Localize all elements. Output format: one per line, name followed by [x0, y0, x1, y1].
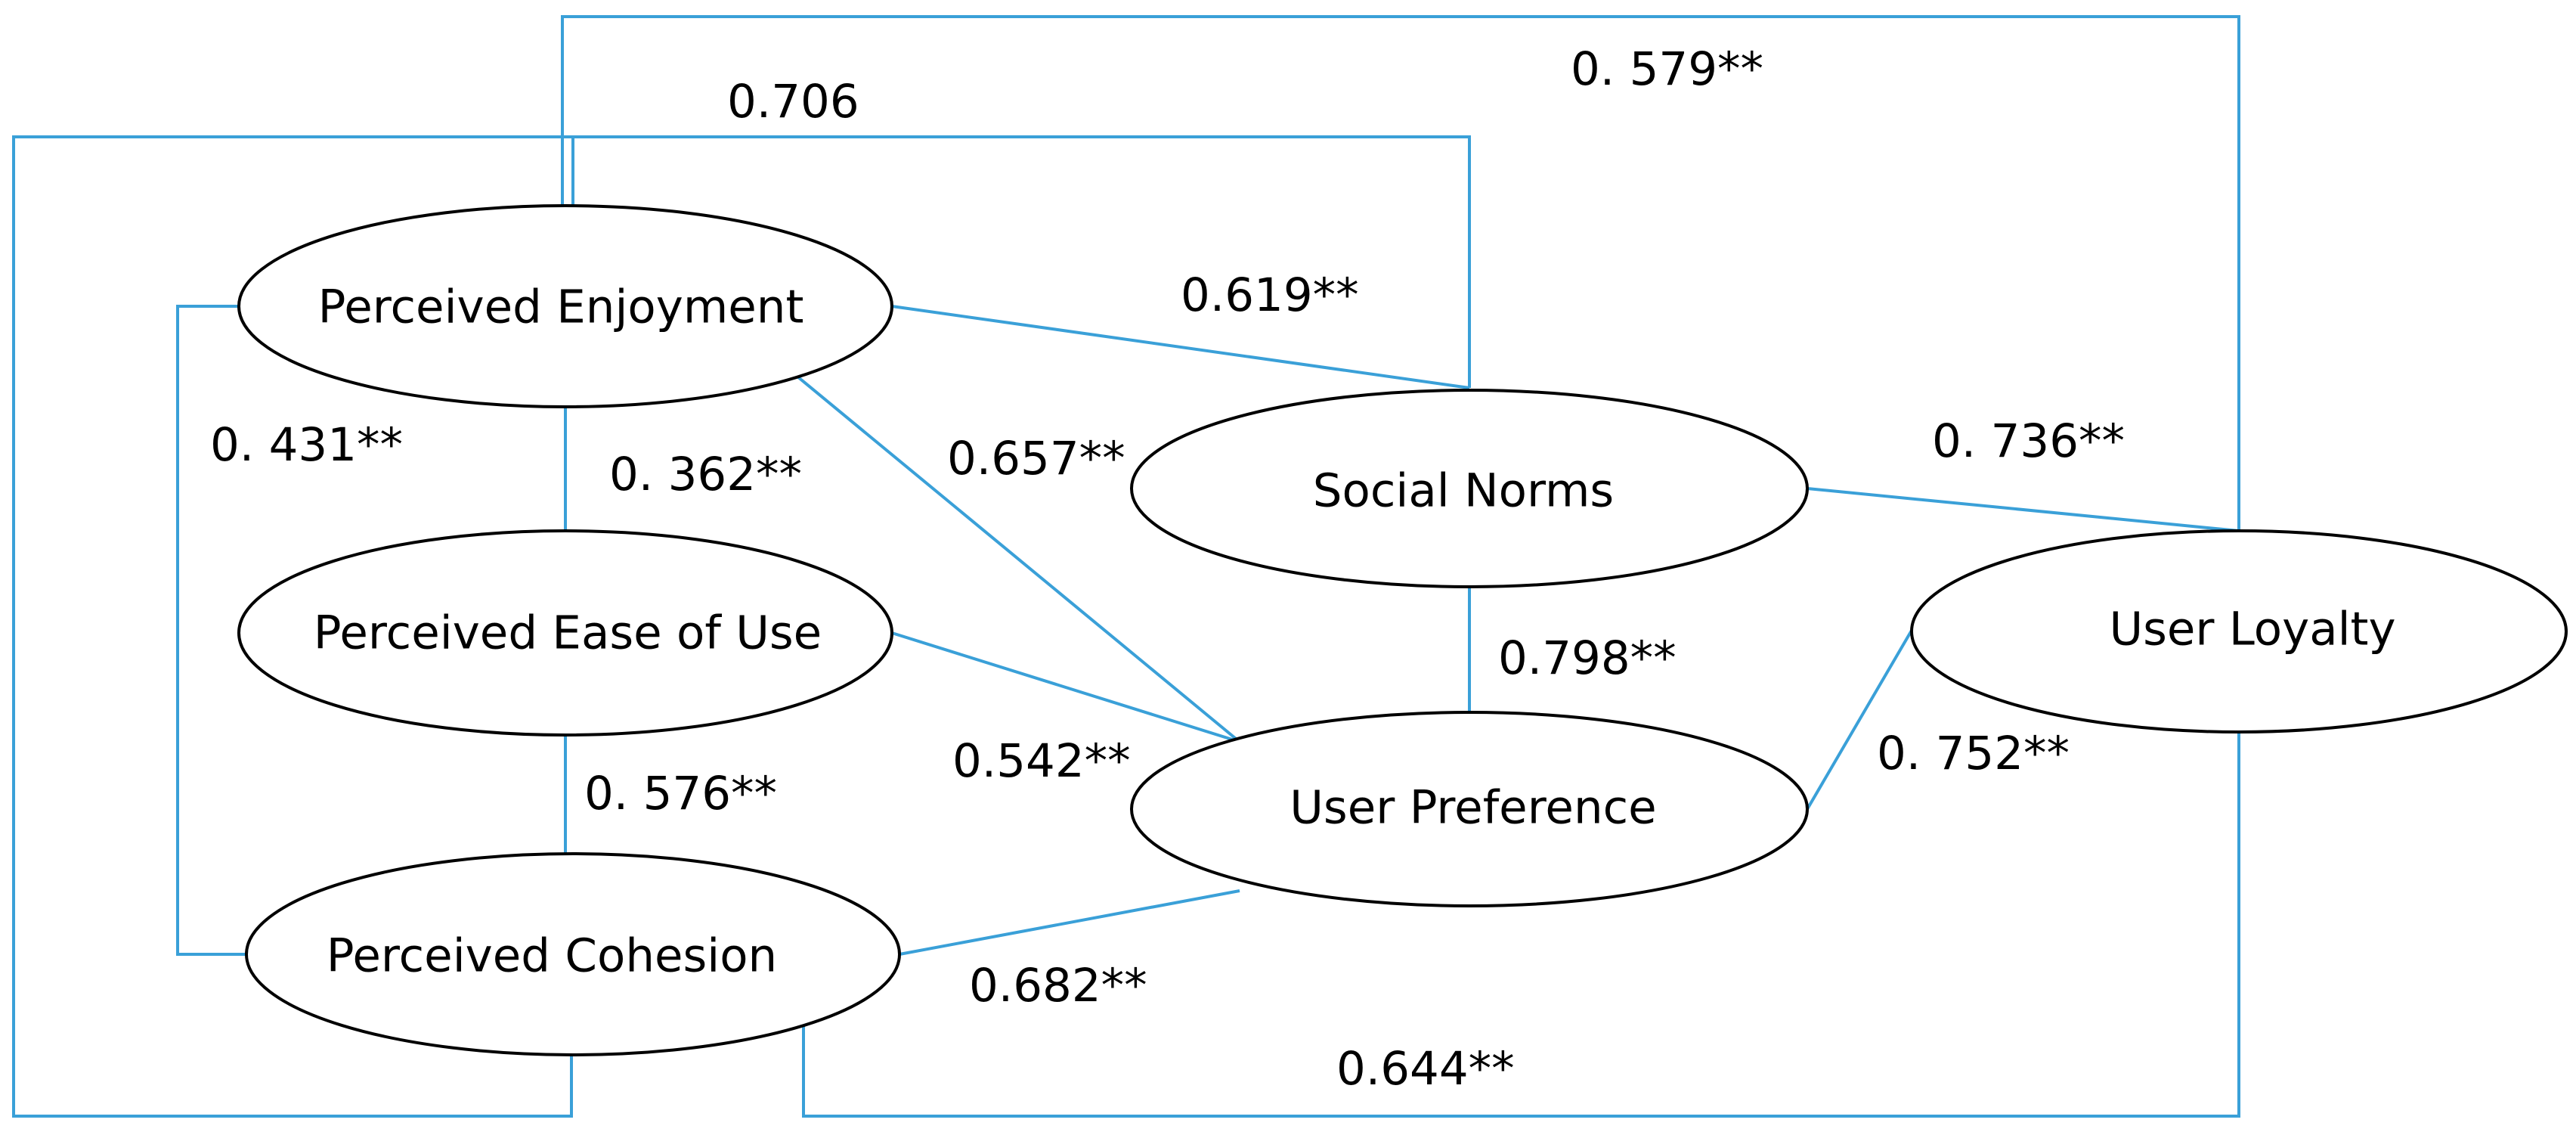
coefficients: 0.706 0. 579** 0.619** 0. 431** 0. 362**…	[210, 42, 2125, 1096]
node-label: User Loyalty	[2109, 603, 2395, 656]
coef-enjoyment-user-preference: 0.657**	[947, 432, 1125, 485]
node-label: Perceived Enjoyment	[318, 281, 804, 334]
coef-cohesion-user-loyalty: 0.644**	[1336, 1042, 1515, 1096]
connectors	[12, 15, 2240, 1118]
node-perceived-ease-of-use: Perceived Ease of Use	[237, 529, 893, 737]
node-label: Perceived Ease of Use	[314, 606, 822, 660]
coef-social-norms-user-loyalty: 0. 736**	[1932, 414, 2125, 468]
coef-enjoyment-ease-of-use: 0. 362**	[609, 448, 802, 501]
coef-ease-of-use-cohesion: 0. 576**	[584, 767, 777, 820]
edge-enjoyment-social-norms-outer	[12, 135, 574, 1118]
edge-cohesion-user-preference	[899, 889, 1240, 956]
edge-social-norms-user-loyalty	[1807, 487, 2240, 532]
edge-social-norms-outer-top	[573, 135, 1471, 388]
node-perceived-enjoyment: Perceived Enjoyment	[237, 204, 893, 408]
edge-enjoyment-social-norms	[891, 305, 1470, 389]
edge-ease-of-use-user-preference	[891, 631, 1240, 743]
node-label: Social Norms	[1313, 464, 1614, 518]
edge-enjoyment-user-loyalty-outer	[561, 15, 2240, 531]
coef-enjoyment-social-norms: 0.619**	[1181, 268, 1359, 322]
coef-cohesion-user-preference: 0.682**	[969, 959, 1147, 1013]
edge-enjoyment-user-preference	[796, 375, 1241, 743]
edge-enjoyment-cohesion	[176, 305, 246, 956]
coef-enjoyment-cohesion: 0. 431**	[210, 418, 403, 472]
coef-user-preference-user-loyalty: 0. 752**	[1877, 727, 2070, 780]
edge-cohesion-user-loyalty	[802, 732, 2240, 1118]
node-social-norms: Social Norms	[1130, 389, 1809, 588]
coef-enjoyment-social-norms-outer: 0.706	[727, 75, 859, 129]
coef-social-norms-user-preference: 0.798**	[1498, 631, 1677, 685]
node-user-loyalty: User Loyalty	[1910, 529, 2568, 733]
node-label: User Preference	[1290, 781, 1656, 835]
coef-ease-of-use-user-preference: 0.542**	[952, 734, 1131, 788]
edge-user-preference-user-loyalty	[1806, 628, 1914, 811]
node-perceived-cohesion: Perceived Cohesion	[245, 852, 901, 1056]
coef-enjoyment-user-loyalty-outer: 0. 579**	[1571, 42, 1763, 96]
node-label: Perceived Cohesion	[327, 929, 777, 983]
node-user-preference: User Preference	[1130, 711, 1809, 907]
